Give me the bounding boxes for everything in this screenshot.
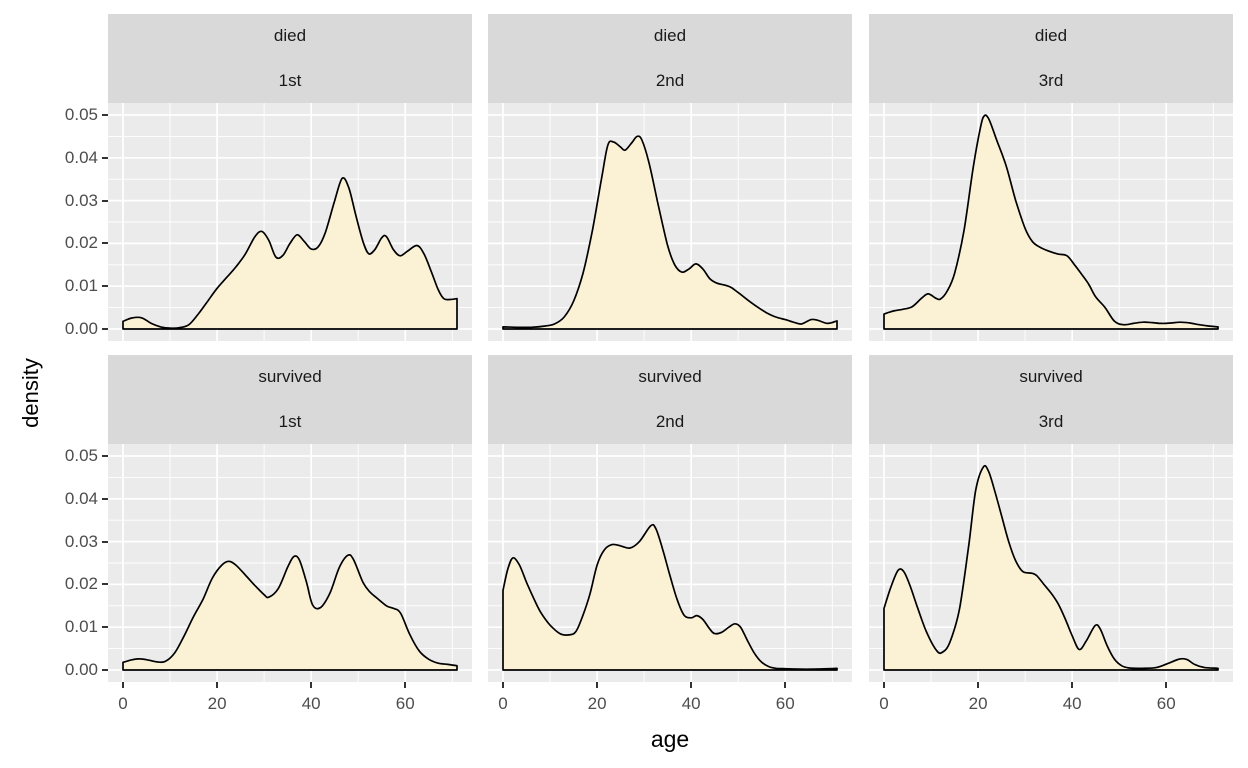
x-tick-label: 40 bbox=[301, 694, 321, 713]
y-tick-label: 0.02 bbox=[64, 574, 98, 594]
y-tick-label: 0.02 bbox=[64, 233, 98, 253]
x-tick-label: 40 bbox=[681, 694, 701, 713]
facet-cell: survived 2nd bbox=[488, 355, 852, 682]
x-tick-mark bbox=[596, 682, 599, 688]
density-area-path bbox=[122, 177, 458, 330]
y-tick-mark bbox=[102, 455, 108, 457]
facet-strip-outcome-label: died bbox=[273, 26, 307, 46]
density-area-path bbox=[502, 523, 838, 671]
facet-strip-outcome-label: died bbox=[653, 26, 687, 46]
facet-cell: died 1st bbox=[108, 14, 472, 341]
y-tick-label: 0.04 bbox=[64, 147, 98, 167]
y-tick-mark bbox=[102, 669, 108, 671]
facet-strip-outcome-label: survived bbox=[258, 367, 322, 387]
facet-strip-outcome-label: died bbox=[1034, 26, 1068, 46]
x-tick-label: 0 bbox=[879, 694, 889, 713]
density-panel bbox=[108, 103, 472, 341]
density-area-path bbox=[883, 464, 1219, 671]
y-tick-mark bbox=[102, 242, 108, 245]
y-tick-mark bbox=[102, 497, 108, 500]
y-tick-label: 0.00 bbox=[64, 319, 98, 338]
x-tick-mark bbox=[977, 682, 980, 688]
facet-cell: died 3rd bbox=[869, 14, 1233, 341]
y-tick-label: 0.04 bbox=[64, 488, 98, 508]
x-tick-label: 60 bbox=[1156, 694, 1176, 713]
y-tick-label: 0.03 bbox=[64, 190, 98, 210]
facet-strip-class-label: 3rd bbox=[1038, 70, 1064, 90]
y-axis-title: density bbox=[18, 358, 43, 428]
facet-strip: survived 1st bbox=[108, 355, 472, 444]
y-tick-label: 0.05 bbox=[64, 446, 98, 465]
y-tick-mark bbox=[102, 285, 108, 288]
y-tick-mark bbox=[102, 199, 108, 202]
x-tick-label: 40 bbox=[1062, 694, 1082, 713]
facet-strip: died 2nd bbox=[488, 14, 852, 103]
y-tick-label: 0.03 bbox=[64, 531, 98, 551]
x-tick-label: 60 bbox=[775, 694, 795, 713]
x-tick-mark bbox=[310, 682, 313, 688]
y-tick-mark bbox=[102, 626, 108, 629]
x-axis-title: age bbox=[650, 726, 690, 752]
x-tick-mark bbox=[1165, 682, 1168, 688]
density-panel bbox=[488, 444, 852, 682]
facet-strip-class-label: 3rd bbox=[1038, 411, 1064, 431]
density-area-path bbox=[502, 135, 838, 330]
facet-strip-class-label: 1st bbox=[278, 411, 302, 431]
facet-cell: survived 1st bbox=[108, 355, 472, 682]
x-tick-mark bbox=[690, 682, 693, 688]
facet-strip: died 3rd bbox=[869, 14, 1233, 103]
y-tick-mark bbox=[102, 540, 108, 543]
facet-strip-outcome-label: survived bbox=[638, 367, 702, 387]
facet-strip-class-label: 2nd bbox=[655, 411, 685, 431]
x-tick-mark bbox=[216, 682, 219, 688]
facet-strip: died 1st bbox=[108, 14, 472, 103]
density-area-path bbox=[122, 553, 458, 671]
x-tick-mark bbox=[502, 682, 504, 688]
density-panel bbox=[869, 444, 1233, 682]
facet-cell: survived 3rd bbox=[869, 355, 1233, 682]
x-tick-mark bbox=[883, 682, 885, 688]
facet-cell: died 2nd bbox=[488, 14, 852, 341]
facet-strip: survived 2nd bbox=[488, 355, 852, 444]
x-tick-label: 60 bbox=[395, 694, 415, 713]
density-panel bbox=[869, 103, 1233, 341]
y-tick-mark bbox=[102, 583, 108, 586]
facet-strip-outcome-label: survived bbox=[1019, 367, 1083, 387]
x-tick-label: 20 bbox=[587, 694, 607, 713]
y-tick-mark bbox=[102, 328, 108, 330]
x-tick-mark bbox=[122, 682, 124, 688]
facet-strip-class-label: 2nd bbox=[655, 70, 685, 90]
y-tick-label: 0.01 bbox=[64, 276, 98, 296]
x-tick-label: 0 bbox=[118, 694, 128, 713]
x-tick-mark bbox=[1071, 682, 1074, 688]
y-tick-label: 0.00 bbox=[64, 660, 98, 679]
y-tick-label: 0.01 bbox=[64, 617, 98, 637]
x-tick-label: 0 bbox=[498, 694, 508, 713]
x-tick-mark bbox=[404, 682, 407, 688]
density-panel bbox=[108, 444, 472, 682]
y-tick-label: 0.05 bbox=[64, 105, 98, 124]
y-tick-mark bbox=[102, 114, 108, 116]
y-tick-mark bbox=[102, 156, 108, 159]
facet-strip-class-label: 1st bbox=[278, 70, 302, 90]
facet-strip: survived 3rd bbox=[869, 355, 1233, 444]
density-panel bbox=[488, 103, 852, 341]
x-tick-label: 20 bbox=[207, 694, 227, 713]
density-area-path bbox=[883, 114, 1219, 330]
x-tick-label: 20 bbox=[968, 694, 988, 713]
x-tick-mark bbox=[784, 682, 787, 688]
